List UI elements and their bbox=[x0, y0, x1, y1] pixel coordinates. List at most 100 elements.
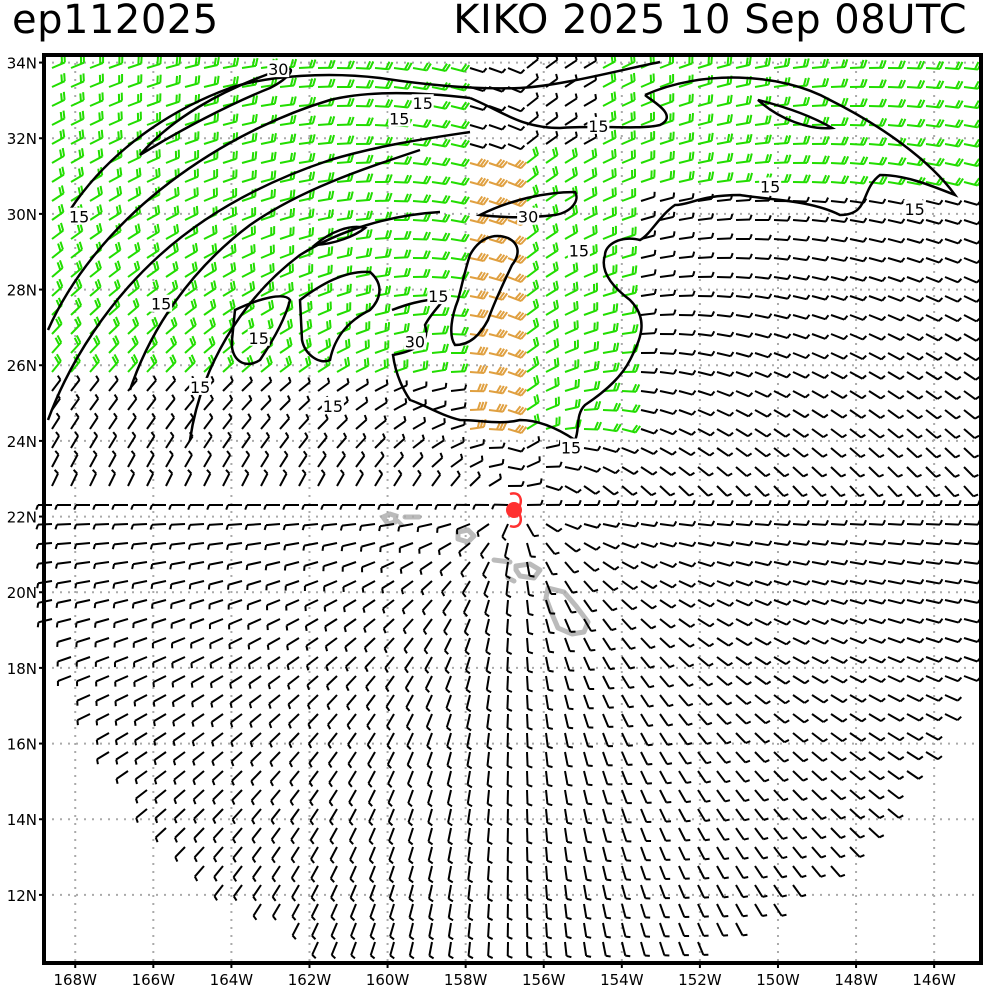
wind-barb bbox=[925, 295, 944, 303]
wind-barb bbox=[754, 903, 768, 917]
wind-barb bbox=[716, 292, 734, 299]
wind-barb bbox=[260, 151, 277, 164]
wind-barb bbox=[716, 789, 731, 803]
wind-barb bbox=[526, 92, 539, 107]
wind-barb bbox=[773, 751, 790, 763]
wind-barb bbox=[146, 412, 156, 430]
wind-barb bbox=[640, 580, 658, 590]
wind-barb bbox=[153, 732, 167, 746]
wind-barb bbox=[830, 333, 849, 341]
wind-barb bbox=[583, 302, 599, 316]
wind-barb bbox=[887, 656, 906, 664]
wind-barb bbox=[773, 656, 791, 665]
wind-barb bbox=[405, 713, 414, 731]
wind-barb bbox=[317, 301, 332, 316]
wind-barb bbox=[564, 398, 581, 411]
wind-barb bbox=[526, 675, 533, 693]
wind-barb bbox=[113, 618, 129, 628]
wind-barb bbox=[735, 499, 753, 506]
wind-barb bbox=[393, 380, 408, 392]
wind-barb bbox=[944, 352, 962, 362]
wind-barb bbox=[887, 371, 905, 380]
wind-barb bbox=[340, 542, 357, 552]
wind-barb bbox=[483, 580, 490, 599]
wind-barb bbox=[127, 316, 140, 335]
wind-barb bbox=[773, 428, 791, 438]
wind-barb bbox=[602, 789, 613, 805]
wind-barb bbox=[317, 338, 332, 354]
wind-barb bbox=[507, 67, 526, 75]
wind-barb bbox=[735, 637, 753, 647]
wind-barb bbox=[621, 188, 637, 202]
wind-barb bbox=[374, 266, 392, 278]
wind-barb bbox=[203, 261, 218, 278]
wind-barb bbox=[773, 884, 787, 898]
wind-barb bbox=[583, 770, 593, 787]
wind-barb bbox=[487, 941, 494, 959]
wind-barb bbox=[222, 76, 239, 88]
wind-barb bbox=[944, 466, 960, 478]
wind-barb bbox=[133, 675, 148, 687]
wind-barb bbox=[526, 618, 534, 636]
wind-barb bbox=[659, 808, 672, 823]
wind-barb bbox=[735, 865, 749, 879]
wind-barb bbox=[621, 751, 633, 766]
wind-barb bbox=[248, 694, 262, 709]
wind-barb bbox=[146, 167, 161, 183]
wind-barb bbox=[212, 808, 224, 825]
wind-barb bbox=[678, 310, 696, 317]
wind-barb bbox=[830, 827, 846, 839]
wind-barb bbox=[431, 194, 451, 204]
wind-barb bbox=[754, 846, 769, 860]
wind-barb bbox=[108, 393, 119, 411]
wind-barb bbox=[244, 523, 262, 531]
wind-barb bbox=[447, 884, 454, 903]
wind-barb bbox=[545, 318, 560, 335]
wind-barb bbox=[184, 75, 201, 88]
wind-barb bbox=[450, 326, 470, 336]
wind-barb bbox=[735, 114, 753, 126]
wind-barb bbox=[339, 523, 357, 531]
wind-barb bbox=[811, 155, 830, 165]
wind-barb bbox=[659, 656, 675, 669]
wind-barb bbox=[505, 618, 512, 636]
wind-barb bbox=[678, 329, 696, 336]
wind-barb bbox=[355, 357, 370, 373]
wind-barb bbox=[285, 618, 300, 631]
wind-barb bbox=[811, 275, 830, 282]
wind-barb bbox=[165, 335, 178, 354]
wind-barb bbox=[545, 261, 559, 278]
wind-barb bbox=[114, 732, 129, 746]
wind-barb bbox=[678, 349, 697, 356]
wind-barb bbox=[189, 599, 205, 610]
wind-barb bbox=[868, 447, 885, 459]
wind-barb bbox=[754, 560, 773, 567]
wind-barb bbox=[152, 713, 167, 727]
wind-barb bbox=[317, 450, 327, 468]
wind-barb bbox=[868, 156, 888, 166]
wind-barb bbox=[503, 542, 510, 561]
wind-barb bbox=[146, 450, 155, 468]
wind-barb bbox=[621, 149, 636, 164]
wind-barb bbox=[906, 137, 926, 147]
wind-barb bbox=[545, 338, 560, 354]
wind-barb bbox=[811, 409, 829, 419]
wind-barb bbox=[355, 451, 366, 468]
wind-barb bbox=[830, 155, 850, 165]
wind-barb bbox=[602, 808, 612, 824]
wind-barb bbox=[792, 732, 809, 743]
wind-barb bbox=[944, 409, 961, 420]
wind-barb bbox=[621, 72, 636, 88]
wind-barb bbox=[222, 431, 232, 449]
wind-barb bbox=[545, 694, 554, 711]
wind-barb bbox=[317, 432, 328, 449]
wind-barb bbox=[506, 637, 513, 655]
wind-barb bbox=[925, 694, 943, 702]
wind-barb bbox=[488, 442, 506, 449]
wind-barb bbox=[298, 227, 315, 240]
wind-barb bbox=[906, 447, 923, 459]
wind-barb bbox=[374, 192, 393, 202]
wind-barb bbox=[327, 751, 338, 769]
wind-barb bbox=[564, 884, 572, 902]
wind-barb bbox=[317, 134, 336, 145]
